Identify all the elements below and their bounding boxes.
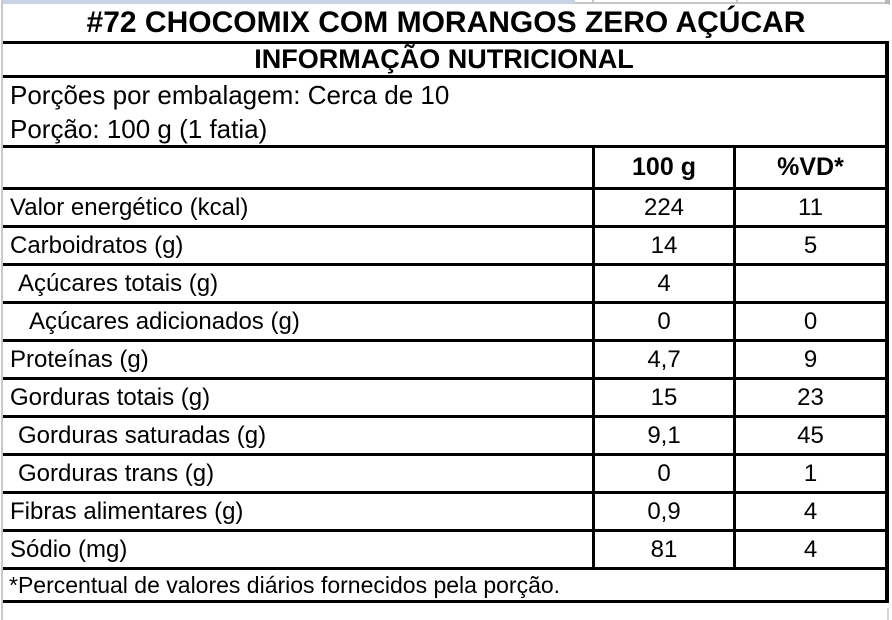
nutrient-row: Valor energético (kcal) 224 11 xyxy=(3,190,885,228)
sheet-gridline-left xyxy=(1,0,3,620)
footnote: *Percentual de valores diários fornecido… xyxy=(9,571,561,598)
nutrient-dv: 23 xyxy=(733,380,885,415)
sheet-gridline-corner xyxy=(885,0,890,5)
nutrient-row: Proteínas (g) 4,7 9 xyxy=(3,342,885,380)
nutrient-dv: 5 xyxy=(733,228,885,263)
nutrient-dv: 4 xyxy=(733,532,885,567)
column-header-row: 100 g %VD* xyxy=(3,148,885,190)
nutrient-dv: 4 xyxy=(733,494,885,529)
nutrient-label: Proteínas (g) xyxy=(10,345,149,373)
nutrient-dv: 11 xyxy=(733,190,885,225)
sheet-gridline-top xyxy=(575,2,887,4)
nutrient-label: Gorduras totais (g) xyxy=(10,383,211,411)
column-header-amount: 100 g xyxy=(592,148,733,187)
nutrient-label: Carboidratos (g) xyxy=(10,231,184,259)
nutrient-row: Sódio (mg) 81 4 xyxy=(3,532,885,570)
nutrient-amount: 14 xyxy=(592,228,733,263)
sheet-top-strip xyxy=(0,0,892,5)
nutrient-label: Sódio (mg) xyxy=(10,535,128,563)
nutrient-row: Carboidratos (g) 14 5 xyxy=(3,228,885,266)
nutrient-label: Açúcares adicionados (g) xyxy=(29,307,300,335)
nutrient-row: Fibras alimentares (g) 0,9 4 xyxy=(3,494,885,532)
nutrient-amount: 0 xyxy=(592,456,733,491)
nutrient-amount: 4,7 xyxy=(592,342,733,377)
sheet-gridline-tick xyxy=(736,0,738,5)
nutrient-row: Açúcares totais (g) 4 xyxy=(3,266,885,304)
nutrient-amount: 0 xyxy=(592,304,733,339)
nutrition-table-body: INFORMAÇÃO NUTRICIONAL Porções por embal… xyxy=(3,44,889,603)
nutrient-amount: 9,1 xyxy=(592,418,733,453)
sheet-gridline-tick xyxy=(592,0,594,5)
nutrient-label: Fibras alimentares (g) xyxy=(10,497,244,525)
nutrition-table: #72 CHOCOMIX COM MORANGOS ZERO AÇÚCAR IN… xyxy=(3,4,889,603)
column-header-empty xyxy=(3,148,592,187)
nutrient-amount: 4 xyxy=(592,266,733,301)
sheet-selection-band xyxy=(3,0,575,4)
serving-size: Porção: 100 g (1 fatia) xyxy=(10,113,268,144)
nutrient-label: Açúcares totais (g) xyxy=(18,269,219,297)
servings-per-package: Porções por embalagem: Cerca de 10 xyxy=(10,79,450,110)
nutrient-dv: 0 xyxy=(733,304,885,339)
nutrient-amount: 81 xyxy=(592,532,733,567)
nutrient-label: Gorduras saturadas (g) xyxy=(18,421,267,449)
nutrient-row: Gorduras trans (g) 0 1 xyxy=(3,456,885,494)
nutrient-row: Gorduras totais (g) 15 23 xyxy=(3,380,885,418)
nutrient-label: Valor energético (kcal) xyxy=(10,193,249,221)
nutrient-dv: 45 xyxy=(733,418,885,453)
sheet-gridline-right-bottom xyxy=(887,608,889,620)
nutrient-row: Gorduras saturadas (g) 9,1 45 xyxy=(3,418,885,456)
nutrient-dv: 9 xyxy=(733,342,885,377)
nutrient-amount: 224 xyxy=(592,190,733,225)
nutrient-dv xyxy=(733,266,885,301)
nutrient-amount: 0,9 xyxy=(592,494,733,529)
column-header-dv: %VD* xyxy=(733,148,885,187)
nutrient-row: Açúcares adicionados (g) 0 0 xyxy=(3,304,885,342)
serving-info: Porções por embalagem: Cerca de 10 Porçã… xyxy=(3,78,885,148)
nutrient-dv: 1 xyxy=(733,456,885,491)
nutrient-rows: Valor energético (kcal) 224 11 Carboidra… xyxy=(3,190,885,570)
section-header: INFORMAÇÃO NUTRICIONAL xyxy=(3,44,885,78)
nutrient-amount: 15 xyxy=(592,380,733,415)
product-title: #72 CHOCOMIX COM MORANGOS ZERO AÇÚCAR xyxy=(3,4,889,44)
nutrient-label: Gorduras trans (g) xyxy=(18,459,215,487)
